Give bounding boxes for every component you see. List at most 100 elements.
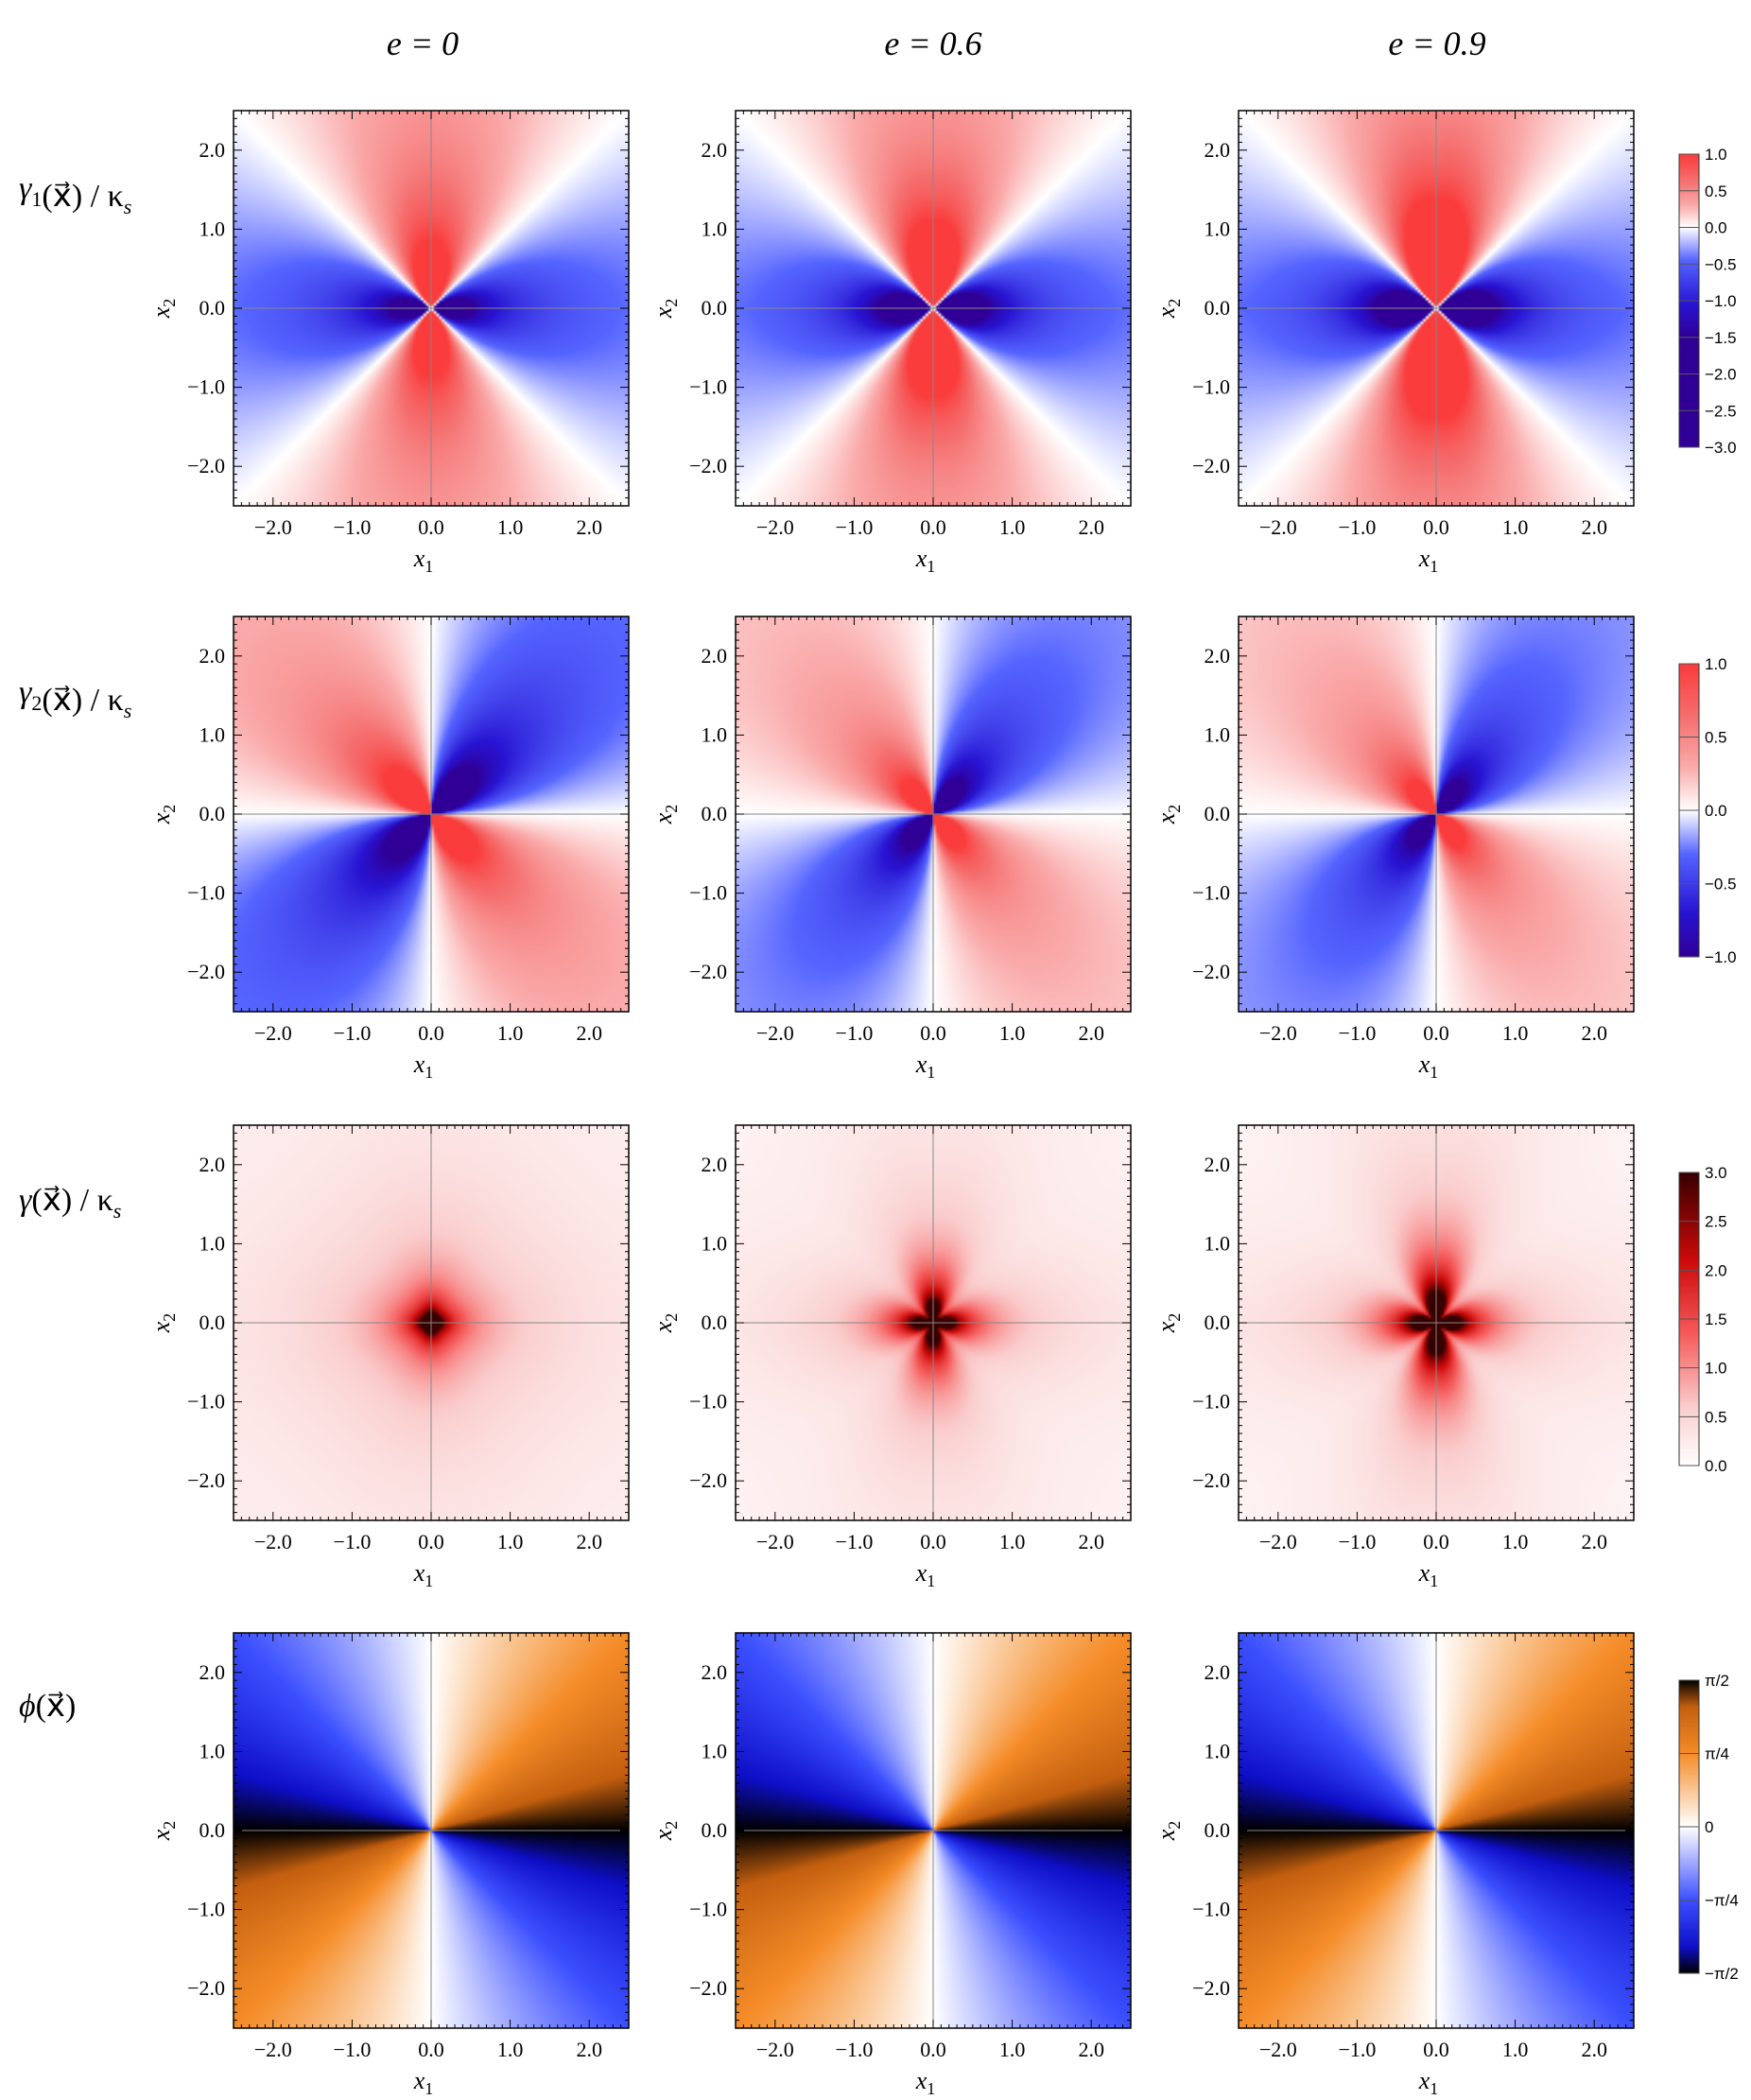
- panel-r3-c2: −2.0 −1.0 0.0 1.0 2.0 2.0 1.0 0.0 −1.0 −2.0 x1 x2: [650, 1124, 1132, 1590]
- y-tick-label: −2.0: [187, 1468, 225, 1492]
- x-tick-label: 0.0: [1423, 1530, 1449, 1553]
- y-axis-label: x2: [650, 805, 681, 825]
- x-axis-label: x1: [413, 1559, 434, 1590]
- y-axis-label: x2: [147, 805, 179, 825]
- colorbar-4: π/2 π/4 0 −π/4 −π/2: [1678, 1672, 1739, 1983]
- x-tick-label: −2.0: [756, 1530, 794, 1553]
- x-tick-label: 2.0: [576, 1530, 602, 1553]
- x-tick-label: 2.0: [1078, 515, 1104, 539]
- y-tick-label: 1.0: [702, 722, 728, 746]
- y-axis-label: x2: [1153, 805, 1184, 825]
- colorbar-tick-label: −0.5: [1705, 876, 1737, 894]
- panel-r1-c1: −2.0 −1.0 0.0 1.0 2.0 2.0 1.0 0.0 −1.0 −2.0 x1 x2: [147, 110, 630, 576]
- y-tick-label: 0.0: [1205, 1818, 1231, 1842]
- colorbar-3: 3.0 2.5 2.0 1.5 1.0 0.5 0.0: [1678, 1164, 1727, 1475]
- column-titles: e = 0 e = 0.6 e = 0.9: [387, 25, 1486, 62]
- x-tick-label: 2.0: [1581, 1530, 1607, 1553]
- y-axis-label: x2: [650, 1313, 681, 1334]
- colorbar-tick-label: 1.0: [1705, 655, 1727, 673]
- x-axis-label: x1: [413, 1050, 434, 1082]
- x-tick-label: 0.0: [418, 1530, 444, 1553]
- y-axis-label: x2: [147, 1313, 179, 1334]
- x-axis-label: x1: [1418, 2067, 1439, 2098]
- y-tick-label: −2.0: [689, 1976, 727, 2000]
- x-tick-label: 0.0: [1423, 1021, 1449, 1045]
- x-tick-label: 0.0: [418, 515, 444, 539]
- x-tick-label: 0.0: [418, 2038, 444, 2061]
- y-tick-label: 1.0: [199, 1231, 226, 1255]
- x-tick-label: 1.0: [1502, 1021, 1529, 1045]
- y-tick-label: −1.0: [689, 1898, 727, 1921]
- colorbar-tick-label: 1.0: [1705, 1360, 1727, 1378]
- panel-r4-c1: −2.0 −1.0 0.0 1.0 2.0 2.0 1.0 0.0 −1.0 −2.0 x1 x2: [147, 1632, 630, 2098]
- row-label-1: γ1(x⃗) / κs: [19, 171, 131, 218]
- colorbar-tick-label: 1.0: [1705, 146, 1727, 164]
- y-tick-label: 2.0: [199, 1153, 226, 1176]
- y-tick-label: 0.0: [702, 802, 728, 825]
- panel-r4-c2: −2.0 −1.0 0.0 1.0 2.0 2.0 1.0 0.0 −1.0 −2.0 x1 x2: [650, 1632, 1132, 2098]
- colorbar-tick-label: π/4: [1705, 1745, 1729, 1763]
- x-tick-label: 1.0: [497, 2038, 524, 2061]
- colorbar-tick-label: 0.0: [1705, 1457, 1727, 1475]
- y-tick-label: 2.0: [702, 1660, 728, 1684]
- colorbar-tick-label: −π/2: [1705, 1965, 1739, 1983]
- x-tick-label: 2.0: [1581, 2038, 1607, 2061]
- y-tick-label: 2.0: [702, 644, 728, 668]
- y-tick-label: 1.0: [702, 1231, 728, 1255]
- y-tick-label: −1.0: [689, 1390, 727, 1414]
- x-tick-label: −2.0: [254, 1021, 292, 1045]
- y-tick-label: 0.0: [199, 296, 226, 320]
- colorbar-tick-label: 0.0: [1705, 219, 1727, 237]
- x-axis-label: x1: [1418, 1559, 1439, 1590]
- x-tick-label: 1.0: [999, 2038, 1026, 2061]
- panel-r4-c3: −2.0 −1.0 0.0 1.0 2.0 2.0 1.0 0.0 −1.0 −2.0 x1 x2: [1153, 1632, 1635, 2098]
- x-tick-label: 0.0: [1423, 2038, 1449, 2061]
- x-tick-label: −1.0: [835, 515, 873, 539]
- colorbar-tick-label: 0.5: [1705, 729, 1727, 747]
- y-tick-label: −1.0: [187, 1390, 225, 1414]
- x-tick-label: 2.0: [1581, 1021, 1607, 1045]
- y-tick-label: −2.0: [1192, 1468, 1230, 1492]
- colorbar-2: 1.0 0.5 0.0 −0.5 −1.0: [1678, 655, 1737, 966]
- panel-r1-c3: −2.0 −1.0 0.0 1.0 2.0 2.0 1.0 0.0 −1.0 −2.0 x1 x2: [1153, 110, 1635, 576]
- x-tick-label: 1.0: [999, 1021, 1026, 1045]
- column-title-3: e = 0.9: [1388, 25, 1485, 62]
- x-axis-label: x1: [915, 2067, 936, 2098]
- y-tick-label: 1.0: [702, 1739, 728, 1762]
- x-tick-label: 2.0: [1078, 1021, 1104, 1045]
- row-labels: γ1(x⃗) / κs γ2(x⃗) / κs γ(x⃗) / κs ϕ(x⃗): [19, 171, 131, 1724]
- y-tick-label: −2.0: [689, 1468, 727, 1492]
- x-tick-label: −1.0: [1338, 2038, 1376, 2061]
- column-title-2: e = 0.6: [884, 25, 981, 62]
- colorbar-1: 1.0 0.5 0.0 −0.5 −1.0 −1.5 −2.0 −2.5 −3.0: [1678, 146, 1737, 457]
- x-tick-label: −2.0: [1259, 1530, 1297, 1553]
- y-tick-label: 1.0: [1205, 1739, 1231, 1762]
- colorbar-tick-label: 0.0: [1705, 802, 1727, 820]
- x-tick-label: −2.0: [254, 515, 292, 539]
- panel-r1-c2: −2.0 −1.0 0.0 1.0 2.0 2.0 1.0 0.0 −1.0 −2.0 x1 x2: [650, 110, 1132, 576]
- x-tick-label: 0.0: [1423, 515, 1449, 539]
- x-tick-label: −2.0: [756, 515, 794, 539]
- x-tick-label: −1.0: [835, 1021, 873, 1045]
- x-tick-label: −2.0: [1259, 2038, 1297, 2061]
- y-tick-label: 2.0: [1205, 644, 1231, 668]
- x-tick-label: 0.0: [920, 1530, 946, 1553]
- y-tick-label: 2.0: [199, 1660, 226, 1684]
- x-tick-label: 1.0: [497, 515, 524, 539]
- y-tick-label: 1.0: [1205, 1231, 1231, 1255]
- x-tick-label: 2.0: [1581, 515, 1607, 539]
- panel-r2-c3: −2.0 −1.0 0.0 1.0 2.0 2.0 1.0 0.0 −1.0 −2.0 x1 x2: [1153, 616, 1635, 1082]
- colorbar-tick-label: −2.0: [1705, 366, 1737, 384]
- x-axis-label: x1: [413, 545, 434, 576]
- y-tick-label: −1.0: [1192, 1898, 1230, 1921]
- row-label-3: γ(x⃗) / κs: [19, 1183, 121, 1223]
- y-tick-label: −1.0: [187, 881, 225, 905]
- y-axis-label: x2: [147, 299, 179, 320]
- x-tick-label: 0.0: [920, 2038, 946, 2061]
- y-axis-label: x2: [1153, 1313, 1184, 1334]
- x-tick-label: −2.0: [756, 2038, 794, 2061]
- y-tick-label: 0.0: [1205, 296, 1231, 320]
- x-tick-label: 1.0: [497, 1021, 524, 1045]
- x-tick-label: −1.0: [1338, 515, 1376, 539]
